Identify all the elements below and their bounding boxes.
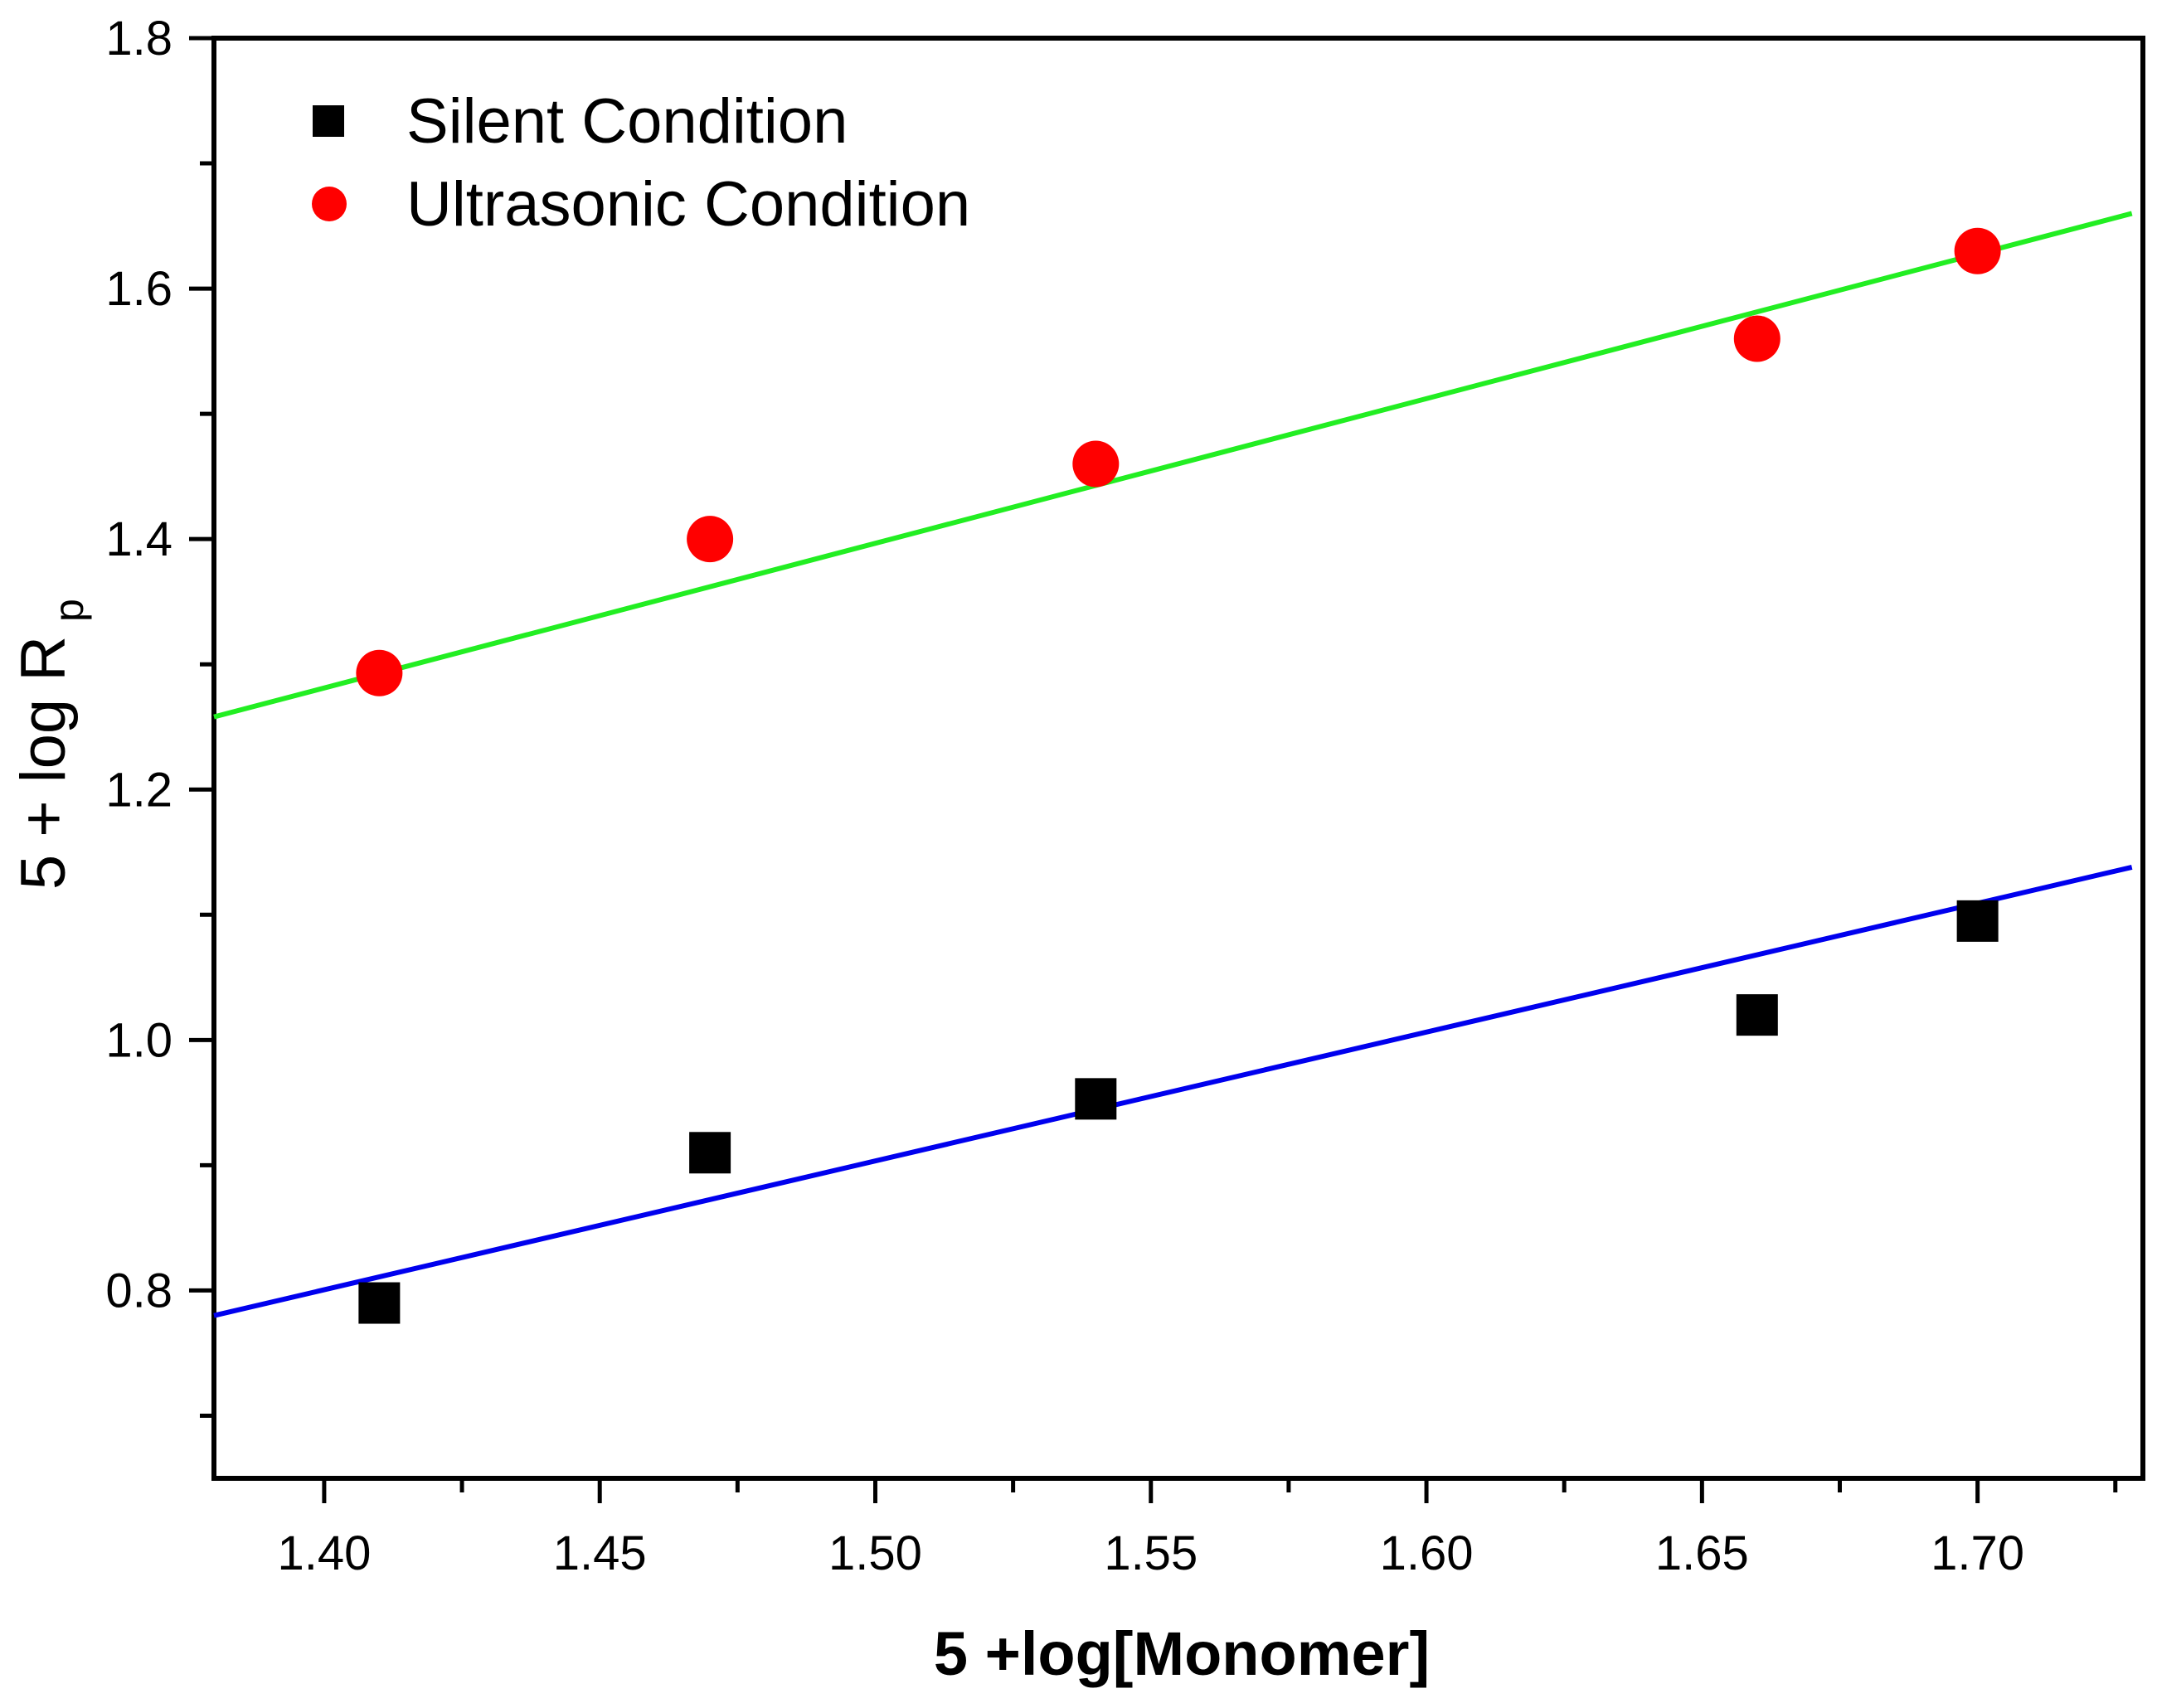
x-tick-label: 1.55 <box>1104 1526 1198 1580</box>
legend-label-ultrasonic: Ultrasonic Condition <box>406 169 970 240</box>
point-ultrasonic <box>1733 315 1780 362</box>
point-silent <box>1736 994 1778 1036</box>
x-axis-ticks: 1.40 1.45 1.50 1.55 1.60 1.65 1.70 <box>277 1478 2118 1580</box>
point-silent <box>1956 900 1999 942</box>
legend-marker-ultrasonic <box>312 187 347 221</box>
data-points <box>356 227 2001 1324</box>
point-ultrasonic <box>687 516 734 563</box>
x-tick-label: 1.60 <box>1380 1526 1474 1580</box>
y-tick-label: 0.8 <box>105 1264 172 1317</box>
legend-label-silent: Silent Condition <box>406 86 848 157</box>
y-tick-label: 1.6 <box>105 262 172 316</box>
point-silent <box>358 1282 401 1324</box>
y-tick-label: 1.0 <box>105 1013 172 1067</box>
x-tick-label: 1.50 <box>828 1526 922 1580</box>
svg-text:p: p <box>46 599 92 622</box>
svg-text:5 + log R: 5 + log R <box>8 636 79 890</box>
x-axis-title: 5 +log[Monomer] <box>934 1619 1430 1688</box>
point-silent <box>689 1132 731 1174</box>
y-tick-label: 1.8 <box>105 12 172 66</box>
y-axis-title-subscript: p <box>46 599 92 622</box>
point-ultrasonic <box>1954 227 2001 274</box>
point-ultrasonic <box>1072 440 1120 488</box>
x-tick-label: 1.70 <box>1931 1526 2024 1580</box>
fit-line-ultrasonic <box>213 211 2133 720</box>
x-tick-label: 1.45 <box>553 1526 647 1580</box>
plot-frame <box>211 36 2145 1481</box>
legend: Silent Condition Ultrasonic Condition <box>312 86 970 240</box>
point-ultrasonic <box>356 649 403 696</box>
x-tick-label: 1.65 <box>1655 1526 1749 1580</box>
legend-marker-silent <box>313 105 344 137</box>
fit-line-silent <box>213 864 2133 1318</box>
y-tick-label: 1.4 <box>105 512 172 566</box>
y-tick-label: 1.2 <box>105 763 172 817</box>
y-axis-ticks: 0.8 1.0 1.2 1.4 1.6 1.8 <box>105 12 214 1418</box>
point-silent <box>1075 1078 1117 1120</box>
y-axis-title-main: 5 + log R <box>8 636 79 890</box>
fit-lines <box>213 211 2133 1318</box>
x-tick-label: 1.40 <box>277 1526 371 1580</box>
y-axis-title: 5 + log R p <box>8 599 92 890</box>
